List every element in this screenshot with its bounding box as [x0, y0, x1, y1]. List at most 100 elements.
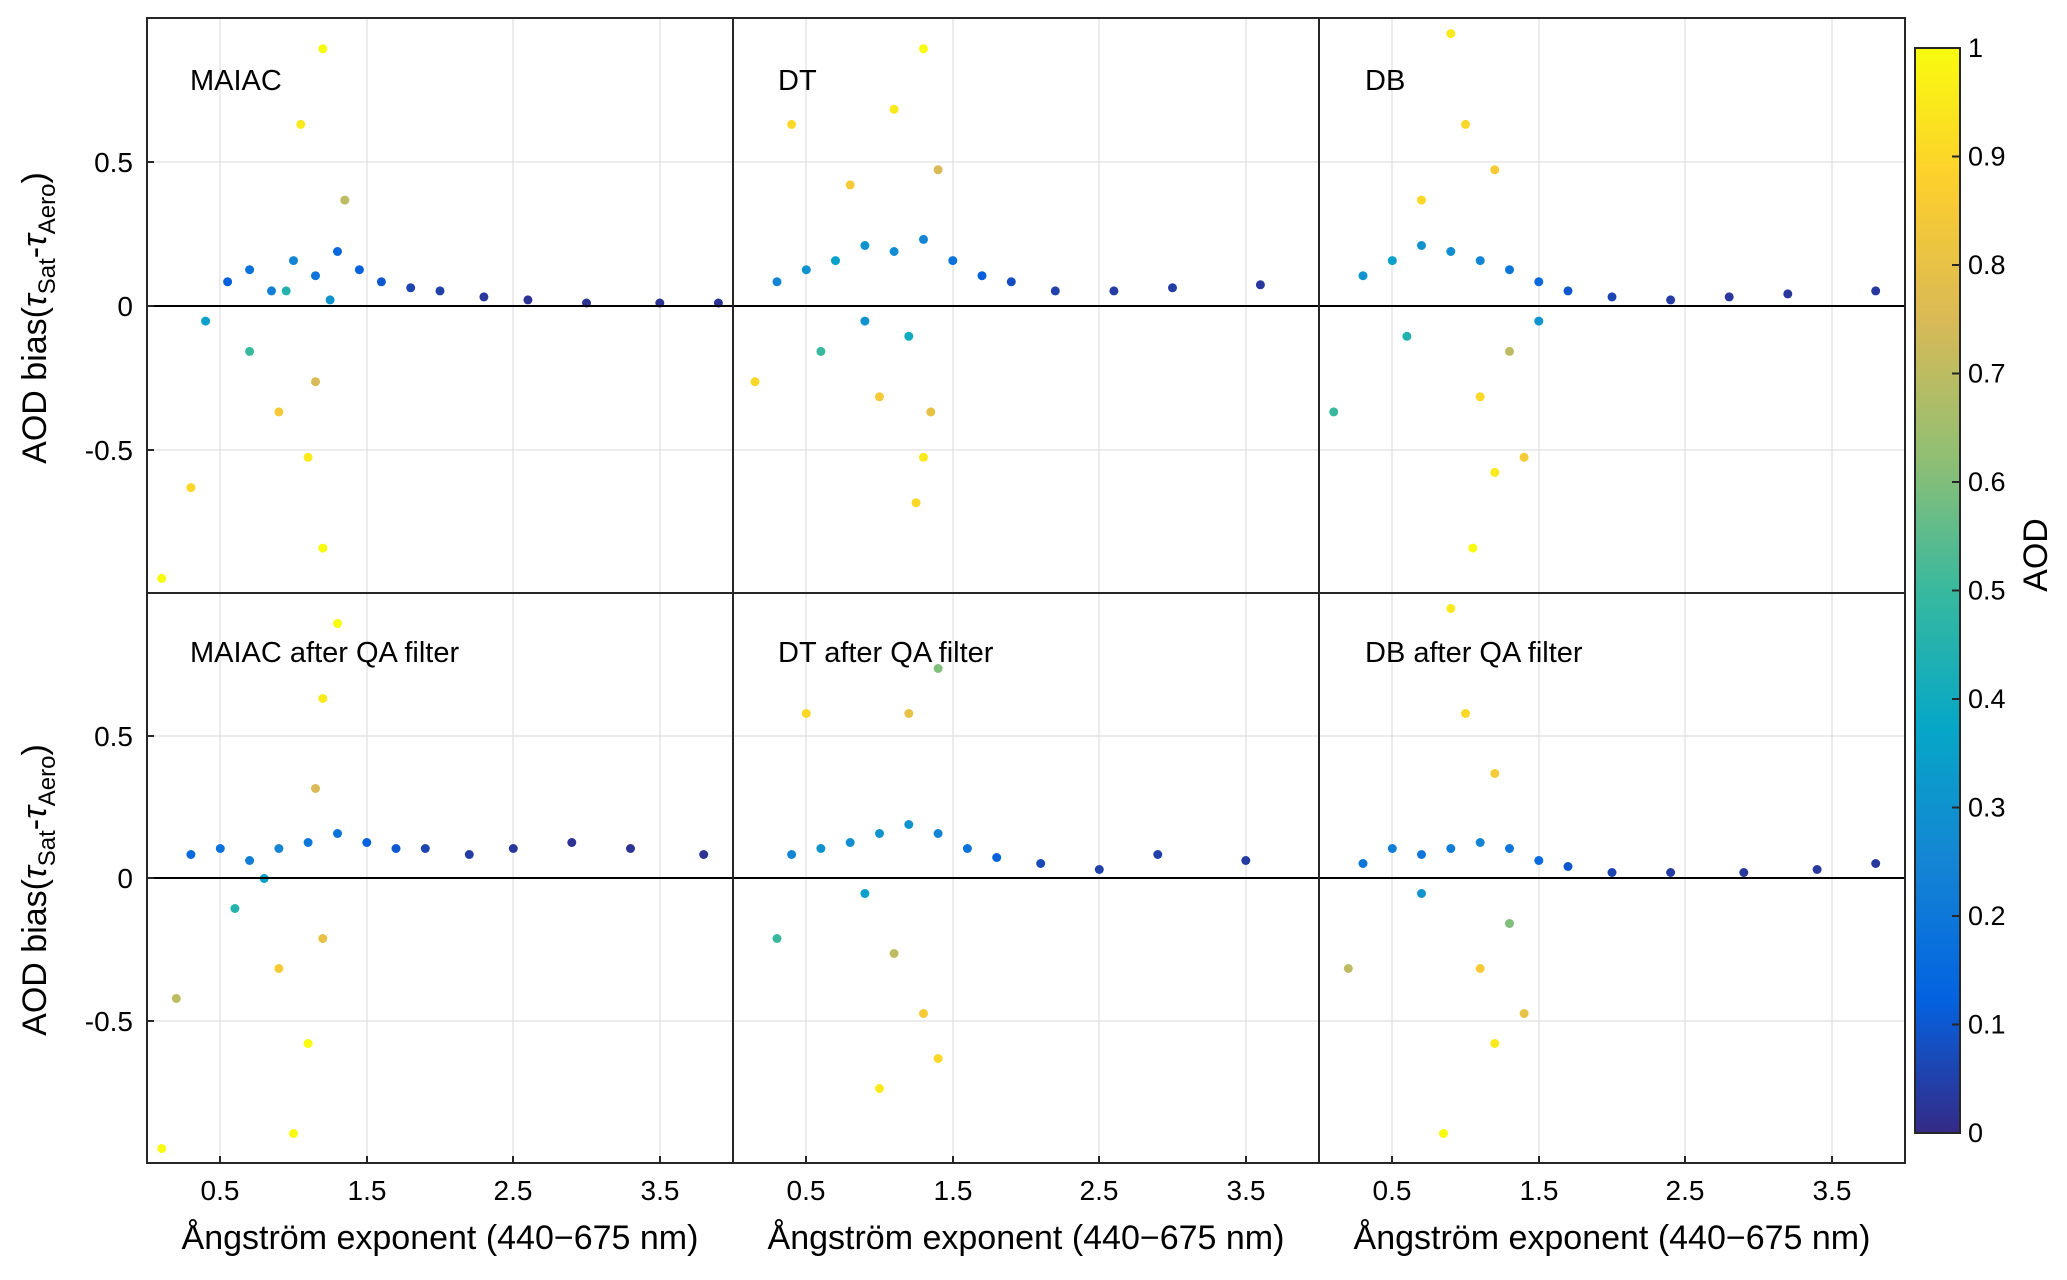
scatter-point [274, 844, 284, 853]
scatter-point [1505, 346, 1514, 356]
scatter-point [245, 265, 255, 275]
ytick-top-0-5: 0.5 [94, 147, 133, 178]
colorbar-tick-label: 0.1 [1968, 1010, 2006, 1040]
scatter-point [889, 247, 899, 256]
scatter-point [289, 256, 298, 266]
xtick-p2-3-5: 3.5 [1227, 1175, 1266, 1206]
scatter-point [1534, 277, 1544, 287]
xtick-p3-1-5: 1.5 [1520, 1175, 1559, 1206]
scatter-point [1402, 331, 1412, 341]
scatter-point [801, 709, 811, 718]
scatter-point [1446, 247, 1456, 256]
scatter-point [772, 934, 782, 943]
scatter-point [1607, 292, 1617, 302]
scatter-point [1241, 856, 1251, 865]
scatter-point [948, 256, 958, 266]
scatter-point [1475, 392, 1485, 402]
xtick-p2-0-5: 0.5 [787, 1175, 826, 1206]
colorbar-tick-label: 0.6 [1968, 467, 2006, 497]
scatter-point [1490, 1039, 1500, 1048]
xtick-p2-2-5: 2.5 [1080, 1175, 1119, 1206]
scatter-point [911, 498, 921, 508]
scatter-point [919, 44, 928, 54]
scatter-point [787, 119, 797, 129]
scatter-point [223, 277, 233, 287]
scatter-point [157, 573, 167, 583]
scatter-point [1812, 865, 1822, 874]
scatter-point [1739, 868, 1749, 877]
scatter-point [406, 283, 416, 293]
scatter-point [919, 234, 928, 244]
scatter-point [977, 271, 987, 281]
scatter-point [1490, 467, 1500, 477]
panel-label-dt: DT [778, 65, 817, 97]
scatter-point [1468, 543, 1478, 553]
scatter-point [1563, 286, 1573, 296]
scatter-point [157, 1144, 167, 1153]
scatter-point [992, 853, 1002, 862]
scatter-point [464, 850, 474, 859]
scatter-point [274, 964, 284, 973]
scatter-point [875, 392, 884, 402]
scatter-point [325, 295, 335, 305]
scatter-point [1439, 1129, 1448, 1138]
ytick-top-0: 0 [117, 291, 133, 322]
outer-frame [146, 17, 1906, 1164]
scatter-point [933, 829, 943, 838]
colorbar-tick-label: 0.9 [1968, 142, 2006, 172]
scatter-point [1607, 868, 1617, 877]
colorbar-ticks: 0 0.1 0.2 0.3 0.4 0.5 0.6 0.7 0.8 0.9 1 [1952, 33, 2006, 1148]
scatter-point [1255, 280, 1265, 290]
scatter-point [420, 844, 430, 853]
scatter-point [508, 844, 518, 853]
scatter-point [391, 844, 401, 853]
scatter-point [875, 829, 884, 838]
ytick-bot-neg-0-5: -0.5 [85, 1006, 133, 1037]
scatter-point [215, 844, 225, 853]
scatter-point [1036, 859, 1046, 868]
scatter-point [1666, 868, 1676, 877]
scatter-point [1871, 286, 1881, 296]
colorbar-tick-label: 0.7 [1968, 359, 2006, 389]
scatter-point [311, 271, 320, 281]
scatter-point [267, 286, 276, 296]
scatter-point [1417, 195, 1426, 205]
scatter-point [1519, 1009, 1529, 1018]
panel-label-maiac-qa: MAIAC after QA filter [190, 637, 459, 669]
scatter-point [186, 483, 196, 493]
panel-label-maiac: MAIAC [190, 65, 282, 97]
scatter-point [845, 838, 855, 847]
x-axis-label-1: Ångström exponent (440−675 nm) [182, 1219, 699, 1257]
x-axis-label-2: Ångström exponent (440−675 nm) [768, 1219, 1285, 1257]
scatter-point [1446, 29, 1456, 39]
scatter-point [230, 904, 240, 913]
scatter-point [626, 844, 635, 853]
scatter-point [1783, 289, 1793, 299]
scatter-point [1343, 964, 1353, 973]
scatter-point [1461, 709, 1470, 718]
scatter-point [1534, 856, 1544, 865]
ytick-bot-0-5: 0.5 [94, 721, 133, 752]
panel-label-db: DB [1365, 65, 1405, 97]
scatter-point [1153, 850, 1163, 859]
scatter-point [479, 292, 489, 302]
scatter-points-db-qa [1343, 604, 1881, 1138]
scatter-point [962, 844, 972, 853]
scatter-point [860, 889, 870, 898]
scatter-point [318, 44, 328, 54]
scatter-point [1006, 277, 1016, 287]
scatter-point [1358, 271, 1368, 281]
scatter-point [311, 784, 320, 793]
scatter-point [926, 407, 936, 417]
colorbar-tick-label: 0.2 [1968, 901, 2006, 931]
scatter-point [816, 844, 826, 853]
panel-label-dt-qa: DT after QA filter [778, 637, 994, 669]
scatter-point [1109, 286, 1119, 296]
scatter-point [289, 1129, 298, 1138]
scatter-point [1475, 838, 1485, 847]
xtick-p1-3-5: 3.5 [641, 1175, 680, 1206]
x-axis-label-3: Ångström exponent (440−675 nm) [1354, 1219, 1871, 1257]
scatter-point [296, 119, 306, 129]
scatter-point [889, 949, 899, 958]
scatter-point [1475, 256, 1485, 266]
